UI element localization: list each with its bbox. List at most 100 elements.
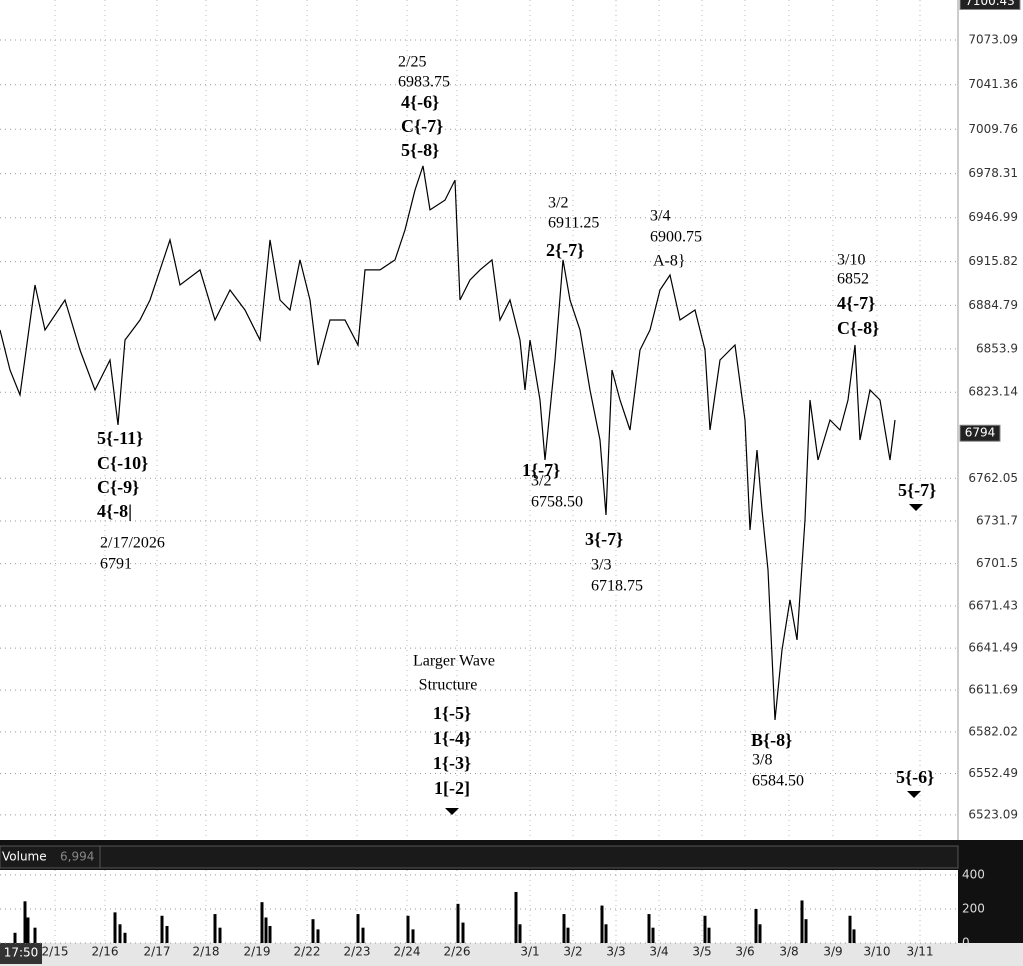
volume-bar: [562, 914, 566, 943]
volume-bar: [804, 919, 808, 943]
annotation: 6983.75: [398, 74, 450, 91]
volume-bar: [647, 914, 651, 943]
x-tick-label: 3/10: [864, 945, 891, 959]
price-pane: [0, 0, 958, 840]
volume-bar: [707, 927, 711, 943]
annotation: 6584.50: [752, 773, 804, 790]
volume-bar: [160, 915, 164, 943]
time-label: 17:50: [4, 946, 39, 960]
volume-bar: [218, 927, 222, 943]
volume-bar: [268, 925, 272, 943]
price-axis: [958, 0, 1023, 840]
annotation: 6718.75: [591, 578, 643, 595]
volume-bar: [13, 932, 17, 943]
volume-bar: [703, 915, 707, 943]
wave-label: C{-7}: [401, 116, 443, 136]
x-tick-label: 3/3: [606, 945, 625, 959]
y-tick-label: 6731.7: [976, 514, 1018, 528]
volume-bar: [33, 927, 37, 943]
arrow: [909, 504, 923, 511]
annotation: 3/2: [531, 473, 551, 490]
volume-bar: [604, 924, 608, 943]
wave-label: 4{-8|: [97, 501, 132, 521]
wave-label: 1{-5}: [433, 703, 471, 723]
wave-label: C{-9}: [97, 477, 139, 497]
x-tick-label: 3/1: [520, 945, 539, 959]
volume-bar: [123, 932, 127, 943]
annotation: A-8}: [653, 253, 686, 270]
volume-bar: [800, 900, 804, 943]
volume-bar: [600, 905, 604, 943]
volume-bar: [758, 924, 762, 943]
y-tick-label: 6762.05: [968, 471, 1018, 485]
volume-bar: [566, 927, 570, 943]
annotation: 3/10: [837, 252, 865, 269]
volume-title: Volume: [2, 850, 47, 864]
volume-bar: [361, 927, 365, 943]
annotation: 3/4: [650, 208, 670, 225]
arrow: [445, 808, 459, 815]
volume-bar: [456, 903, 460, 943]
x-tick-label: 2/15: [42, 945, 69, 959]
volume-axis: [958, 870, 1023, 943]
time-axis: [0, 943, 1023, 966]
y-tick-label: 0: [962, 936, 970, 950]
volume-bar: [311, 919, 315, 943]
volume-bar: [264, 917, 268, 943]
annotation: 3/8: [752, 752, 772, 769]
x-tick-label: 2/22: [294, 945, 321, 959]
price-line: [0, 165, 896, 721]
x-tick-label: 2/19: [244, 945, 271, 959]
volume-bar: [848, 915, 852, 943]
time-box: [0, 943, 42, 964]
x-tick-label: 3/5: [692, 945, 711, 959]
wave-label: 5{-6}: [896, 767, 934, 787]
x-tick-label: 3/11: [907, 945, 934, 959]
y-tick-label: 6915.82: [968, 254, 1018, 268]
y-tick-label: 6853.9: [976, 341, 1018, 355]
x-tick-label: 2/16: [92, 945, 119, 959]
arrow: [907, 791, 921, 798]
volume-bar: [356, 914, 360, 943]
wave-label: C{-8}: [837, 318, 879, 338]
wave-label: 1{-4}: [433, 728, 471, 748]
wave-label: 1[-2]: [434, 778, 470, 798]
wave-label: 1{-7}: [522, 460, 560, 480]
volume-bar: [514, 891, 518, 943]
last-price: 6794: [965, 426, 996, 440]
last-price-box: [959, 424, 1001, 442]
top-label: 7100.43: [965, 0, 1015, 8]
y-tick-label: 6978.31: [968, 166, 1018, 180]
y-tick-label: 6611.69: [968, 683, 1018, 697]
volume-bar: [213, 914, 217, 943]
annotation: 2/25: [398, 54, 426, 71]
volume-bar: [754, 908, 758, 943]
x-tick-label: 3/2: [563, 945, 582, 959]
y-tick-label: 6671.43: [968, 598, 1018, 612]
volume-bar: [316, 929, 320, 943]
volume-bar: [461, 922, 465, 943]
y-tick-label: 6582.02: [968, 724, 1018, 738]
wave-label: 4{-6}: [401, 92, 439, 112]
annotation: 6911.25: [548, 215, 599, 232]
x-tick-label: 3/8: [779, 945, 798, 959]
volume-bar: [165, 925, 169, 943]
volume-bar: [651, 927, 655, 943]
y-tick-label: 6823.14: [968, 385, 1018, 399]
volume-bar: [852, 929, 856, 943]
wave-label: C{-10}: [97, 453, 148, 473]
volume-bar: [260, 902, 264, 943]
y-tick-label: 6884.79: [968, 298, 1018, 312]
wave-label: 2{-7}: [546, 240, 584, 260]
y-tick-label: 6641.49: [968, 641, 1018, 655]
wave-label: 5{-8}: [401, 140, 439, 160]
wave-label: 5{-11}: [97, 428, 143, 448]
y-tick-label: 6552.49: [968, 766, 1018, 780]
volume-header-box: [0, 845, 959, 869]
volume-current: 6,994: [60, 850, 94, 864]
x-tick-label: 2/24: [394, 945, 421, 959]
annotation: 3/2: [548, 195, 568, 212]
volume-bar: [113, 912, 117, 943]
wave-label: B{-8}: [751, 730, 792, 750]
